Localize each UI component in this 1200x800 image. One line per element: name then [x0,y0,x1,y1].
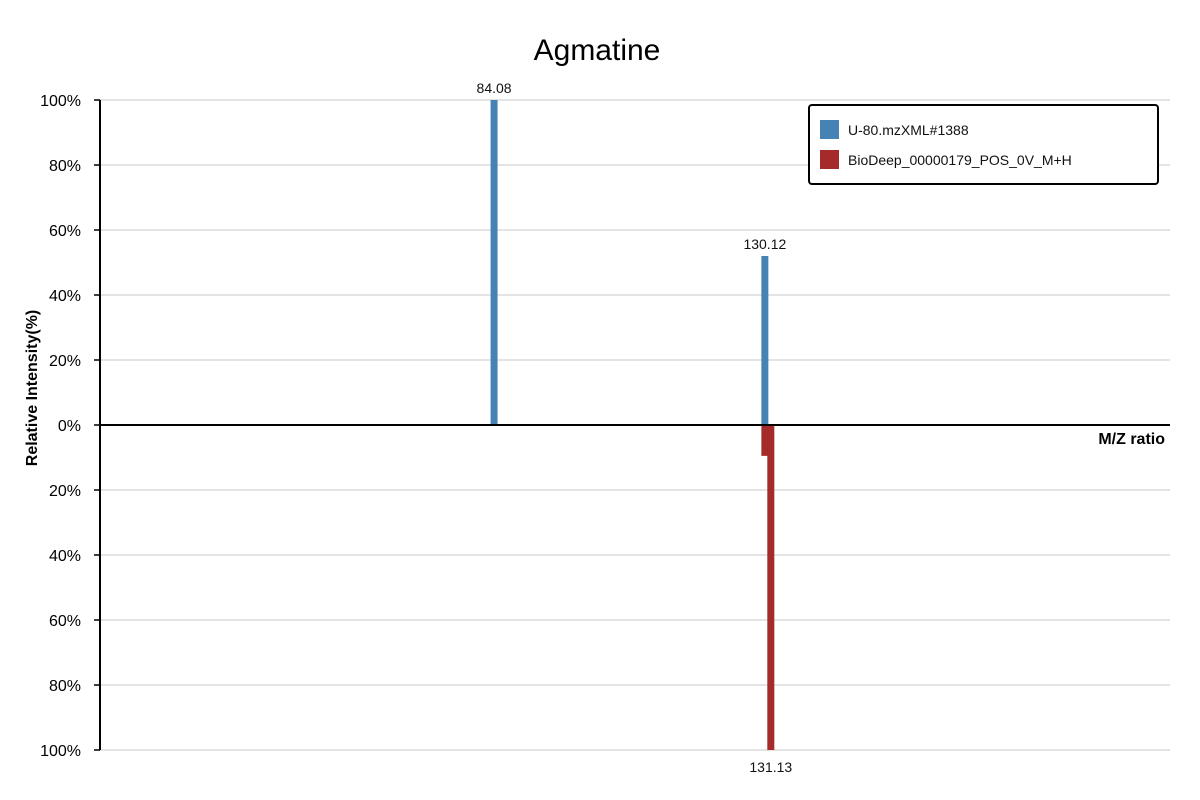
axis-layer [99,100,1170,750]
peak-labels: 84.08 130.12 131.13 [477,80,793,775]
y-tick-label: 0% [58,418,81,435]
legend-box [808,104,1159,185]
legend-label-series-1: U-80.mzXML#1388 [848,122,969,138]
peak-bar-series-2 [767,425,775,750]
peak-bar-series-1 [761,256,769,425]
peak-label: 130.12 [743,236,786,252]
legend-swatch-series-1 [820,120,839,139]
grid-layer [100,99,1170,751]
y-tick-label: 80% [49,678,81,695]
x-axis-title: M/Z ratio [1098,431,1165,448]
y-axis-title: Relative Intensity(%) [24,310,41,466]
y-tick-label: 100% [40,743,81,760]
legend-swatch-series-2 [820,150,839,169]
y-tick-label: 100% [40,93,81,110]
peak-label: 131.13 [749,759,792,775]
legend-label-series-2: BioDeep_00000179_POS_0V_M+H [848,152,1072,168]
y-tick-label: 60% [49,613,81,630]
y-ticks: 100% 80% 60% 40% 20% 0% 20% 40% 60% 80% 100% [40,93,100,760]
y-tick-label: 20% [49,353,81,370]
y-tick-label: 80% [49,158,81,175]
y-tick-label: 40% [49,288,81,305]
bars-layer [490,100,775,750]
peak-bar-series-2 [761,425,769,456]
y-tick-label: 40% [49,548,81,565]
y-tick-label: 20% [49,483,81,500]
peak-label: 84.08 [477,80,512,96]
peak-bar-series-1 [490,100,498,425]
y-tick-label: 60% [49,223,81,240]
chart-title: Agmatine [534,34,661,67]
legend: U-80.mzXML#1388 BioDeep_00000179_POS_0V_… [808,104,1159,185]
